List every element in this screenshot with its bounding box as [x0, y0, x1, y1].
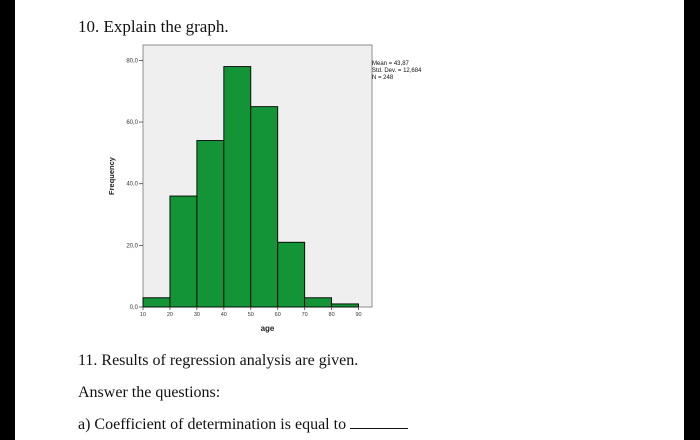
- part-a-question: a) Coefficient of determination is equal…: [78, 414, 409, 434]
- stats-box: Mean = 43,87 Std. Dev. = 12,684 N = 248: [372, 61, 421, 82]
- question-11-heading: 11. Results of regression analysis are g…: [78, 352, 359, 369]
- answer-prompt: Answer the questions:: [78, 384, 221, 401]
- stat-mean: Mean = 43,87: [372, 61, 409, 67]
- document-page: [15, 0, 684, 440]
- stat-std-dev: Std. Dev. = 12,684: [372, 68, 422, 74]
- answer-blank[interactable]: [350, 414, 409, 429]
- stat-n: N = 248: [372, 75, 394, 81]
- part-a-text: a) Coefficient of determination is equal…: [78, 416, 347, 433]
- question-10-heading: 10. Explain the graph.: [78, 17, 229, 36]
